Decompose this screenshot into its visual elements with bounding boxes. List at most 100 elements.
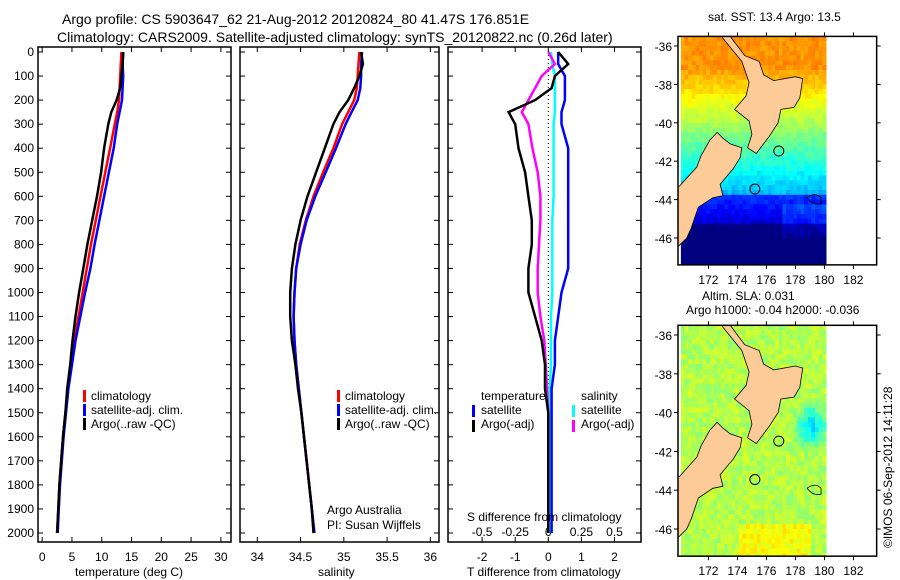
data-cell (775, 228, 780, 234)
south-island-land (678, 421, 743, 539)
data-cell (746, 41, 751, 47)
data-cell (706, 553, 711, 557)
data-cell (749, 166, 754, 172)
data-cell (688, 94, 693, 100)
data-cell (749, 161, 754, 167)
data-cell (764, 50, 769, 57)
data-cell (735, 553, 740, 557)
data-cell (822, 349, 827, 355)
data-cell (771, 137, 776, 143)
data-cell (742, 519, 747, 525)
data-cell (782, 242, 787, 249)
data-cell (767, 480, 773, 486)
data-cell (782, 132, 787, 138)
data-cell (746, 218, 751, 225)
data-cell (800, 190, 805, 196)
data-cell (818, 543, 823, 549)
data-cell (786, 504, 791, 511)
data-cell (796, 103, 802, 109)
data-cell (695, 412, 700, 418)
data-cell (757, 180, 762, 186)
data-cell (786, 432, 791, 438)
data-cell (742, 495, 747, 501)
data-cell (738, 368, 744, 375)
data-cell (782, 475, 787, 481)
data-cell (720, 538, 725, 545)
data-cell (731, 65, 736, 71)
data-cell (717, 194, 722, 201)
data-cell (771, 214, 776, 220)
data-cell (691, 378, 696, 384)
data-cell (742, 94, 747, 100)
data-cell (735, 257, 740, 263)
data-cell (728, 108, 733, 114)
data-cell (789, 199, 794, 205)
data-cell (775, 495, 780, 501)
data-cell (767, 233, 773, 239)
data-cell (822, 252, 827, 258)
data-cell (811, 142, 816, 148)
data-cell (811, 514, 816, 520)
data-cell (688, 548, 693, 554)
data-cell (786, 108, 791, 114)
data-cell (815, 50, 820, 57)
data-cell (688, 60, 693, 66)
data-cell (695, 354, 700, 360)
data-cell (684, 538, 689, 545)
data-cell (822, 543, 827, 549)
data-cell (757, 480, 762, 486)
data-cell (793, 142, 798, 148)
data-cell (767, 185, 773, 191)
data-cell (760, 499, 765, 506)
data-cell (749, 223, 754, 229)
data-cell (709, 543, 715, 549)
data-cell (680, 378, 686, 384)
data-cell (749, 553, 754, 557)
data-cell (811, 108, 816, 114)
data-cell (709, 122, 715, 129)
series-line-t-satellite (550, 52, 570, 533)
data-cell (706, 344, 711, 351)
data-cell (800, 175, 805, 181)
data-cell (822, 548, 827, 554)
data-cell (699, 113, 704, 119)
data-cell (699, 422, 704, 428)
data-cell (728, 247, 733, 253)
data-cell (699, 55, 704, 61)
data-cell (738, 113, 744, 119)
legend-swatch-satellite (83, 404, 86, 416)
data-cell (688, 417, 693, 423)
data-cell (767, 514, 773, 520)
data-cell (818, 451, 823, 457)
data-cell (811, 98, 816, 105)
data-cell (731, 70, 736, 76)
data-cell (804, 36, 809, 42)
data-cell (778, 465, 783, 472)
data-cell (688, 166, 693, 172)
depth-tick-label: 100 (14, 69, 34, 83)
data-cell (720, 514, 725, 520)
data-cell (771, 218, 776, 225)
data-cell (735, 325, 740, 331)
data-cell (767, 223, 773, 229)
data-cell (822, 354, 827, 360)
data-cell (793, 214, 798, 220)
data-cell (771, 359, 776, 365)
data-cell (742, 36, 747, 42)
data-cell (699, 127, 704, 133)
data-cell (815, 180, 820, 186)
data-cell (749, 533, 754, 540)
data-cell (796, 533, 802, 540)
data-cell (778, 553, 783, 557)
data-cell (713, 548, 718, 554)
data-cell (804, 538, 809, 545)
data-cell (724, 475, 729, 481)
data-cell (793, 325, 798, 331)
data-cell (757, 553, 762, 557)
data-cell (742, 480, 747, 486)
data-cell (757, 185, 762, 191)
data-cell (804, 548, 809, 554)
data-cell (742, 383, 747, 389)
data-cell (713, 122, 718, 129)
data-cell (818, 113, 823, 119)
